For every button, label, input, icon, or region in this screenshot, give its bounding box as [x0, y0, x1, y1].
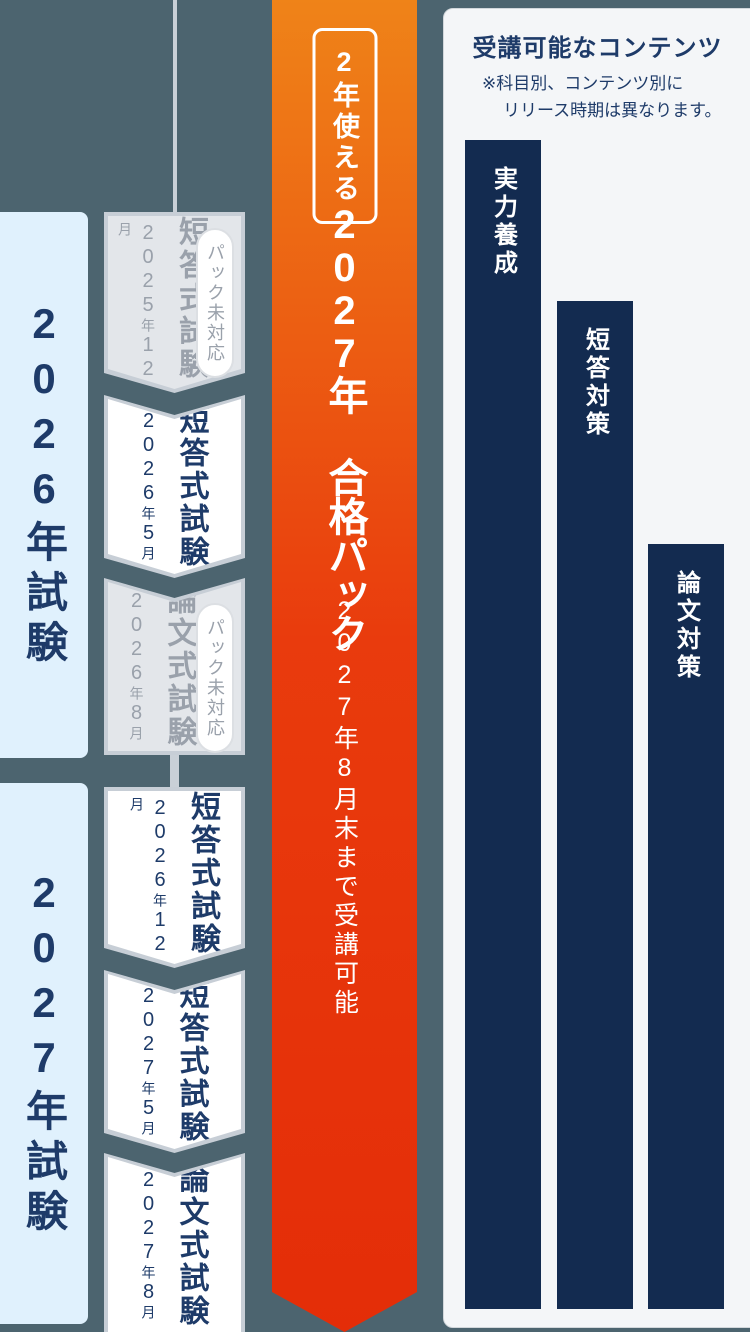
- pass-pack-banner: 2年使える 2027年 合格パック 2027年8月末まで受講可能: [272, 0, 417, 1332]
- exam-box-2027-05-tantou: 短答式試験 2027年5月: [104, 970, 245, 1153]
- exam-box-2026-12-tantou: 短答式試験 2026年12月: [104, 787, 245, 968]
- available-contents-panel: 受講可能なコンテンツ ※科目別、コンテンツ別に リリース時期は異なります。 実力…: [443, 8, 750, 1328]
- exam-box-2025-12-tantou: 短答式試験 2025年12月 パック未対応: [104, 212, 245, 393]
- two-year-usable-badge: 2年使える: [312, 28, 377, 224]
- pack-unsupported-badge: パック未対応: [196, 603, 234, 753]
- content-bar-tantou-taisaku: 短答対策: [557, 301, 633, 1309]
- exam-title: 短答式試験: [174, 404, 208, 569]
- exam-title: 短答式試験: [174, 979, 208, 1144]
- exam-box-body: 短答式試験 2026年12月: [108, 791, 241, 964]
- exam-date: 2025年12月: [117, 222, 159, 382]
- timeline-connector-top: [173, 0, 177, 214]
- year-group-2027: 2027年試験: [0, 783, 88, 1324]
- panel-release-note: ※科目別、コンテンツ別に リリース時期は異なります。: [482, 70, 721, 124]
- panel-note-line2: リリース時期は異なります。: [503, 101, 722, 120]
- pass-pack-availability: 2027年8月末まで受講可能: [330, 597, 359, 1018]
- timeline-connector-between-groups: [170, 753, 179, 791]
- panel-note-line1: ※科目別、コンテンツ別に: [482, 74, 684, 93]
- exam-date: 2026年8月: [125, 590, 148, 742]
- exam-box-2027-08-ronbun: 論文式試験 2027年8月: [104, 1153, 245, 1332]
- exam-box-body: 論文式試験 2027年8月: [108, 1157, 241, 1332]
- content-bar-ronbun-taisaku: 論文対策: [648, 544, 724, 1309]
- exam-date: 2026年12月: [129, 797, 171, 957]
- exam-box-2026-05-tantou: 短答式試験 2026年5月: [104, 395, 245, 578]
- year-group-2026: 2026年試験: [0, 212, 88, 758]
- pack-unsupported-badge: パック未対応: [196, 228, 234, 378]
- pass-pack-title: 2027年 合格パック: [322, 203, 367, 652]
- content-bar-jitsuryoku-yousei: 実力養成: [465, 140, 541, 1309]
- content-bar-label: 論文対策: [672, 570, 700, 682]
- exam-box-body: 短答式試験 2026年5月: [108, 399, 241, 574]
- exam-box-2026-08-ronbun: 論文式試験 2026年8月 パック未対応: [104, 578, 245, 755]
- exam-title: 論文式試験: [162, 584, 196, 749]
- exam-date: 2027年5月: [137, 985, 160, 1137]
- exam-date: 2026年5月: [137, 410, 160, 562]
- content-bar-label: 実力養成: [489, 166, 517, 278]
- exam-title: 短答式試験: [186, 791, 219, 956]
- content-bar-label: 短答対策: [581, 327, 609, 439]
- exam-date: 2027年8月: [137, 1168, 160, 1321]
- exam-title: 論文式試験: [174, 1162, 208, 1328]
- year-group-label: 2026年試験: [20, 300, 68, 670]
- panel-heading: 受講可能なコンテンツ: [472, 35, 723, 62]
- year-group-label: 2027年試験: [20, 868, 68, 1239]
- exam-box-body: 短答式試験 2027年5月: [108, 974, 241, 1149]
